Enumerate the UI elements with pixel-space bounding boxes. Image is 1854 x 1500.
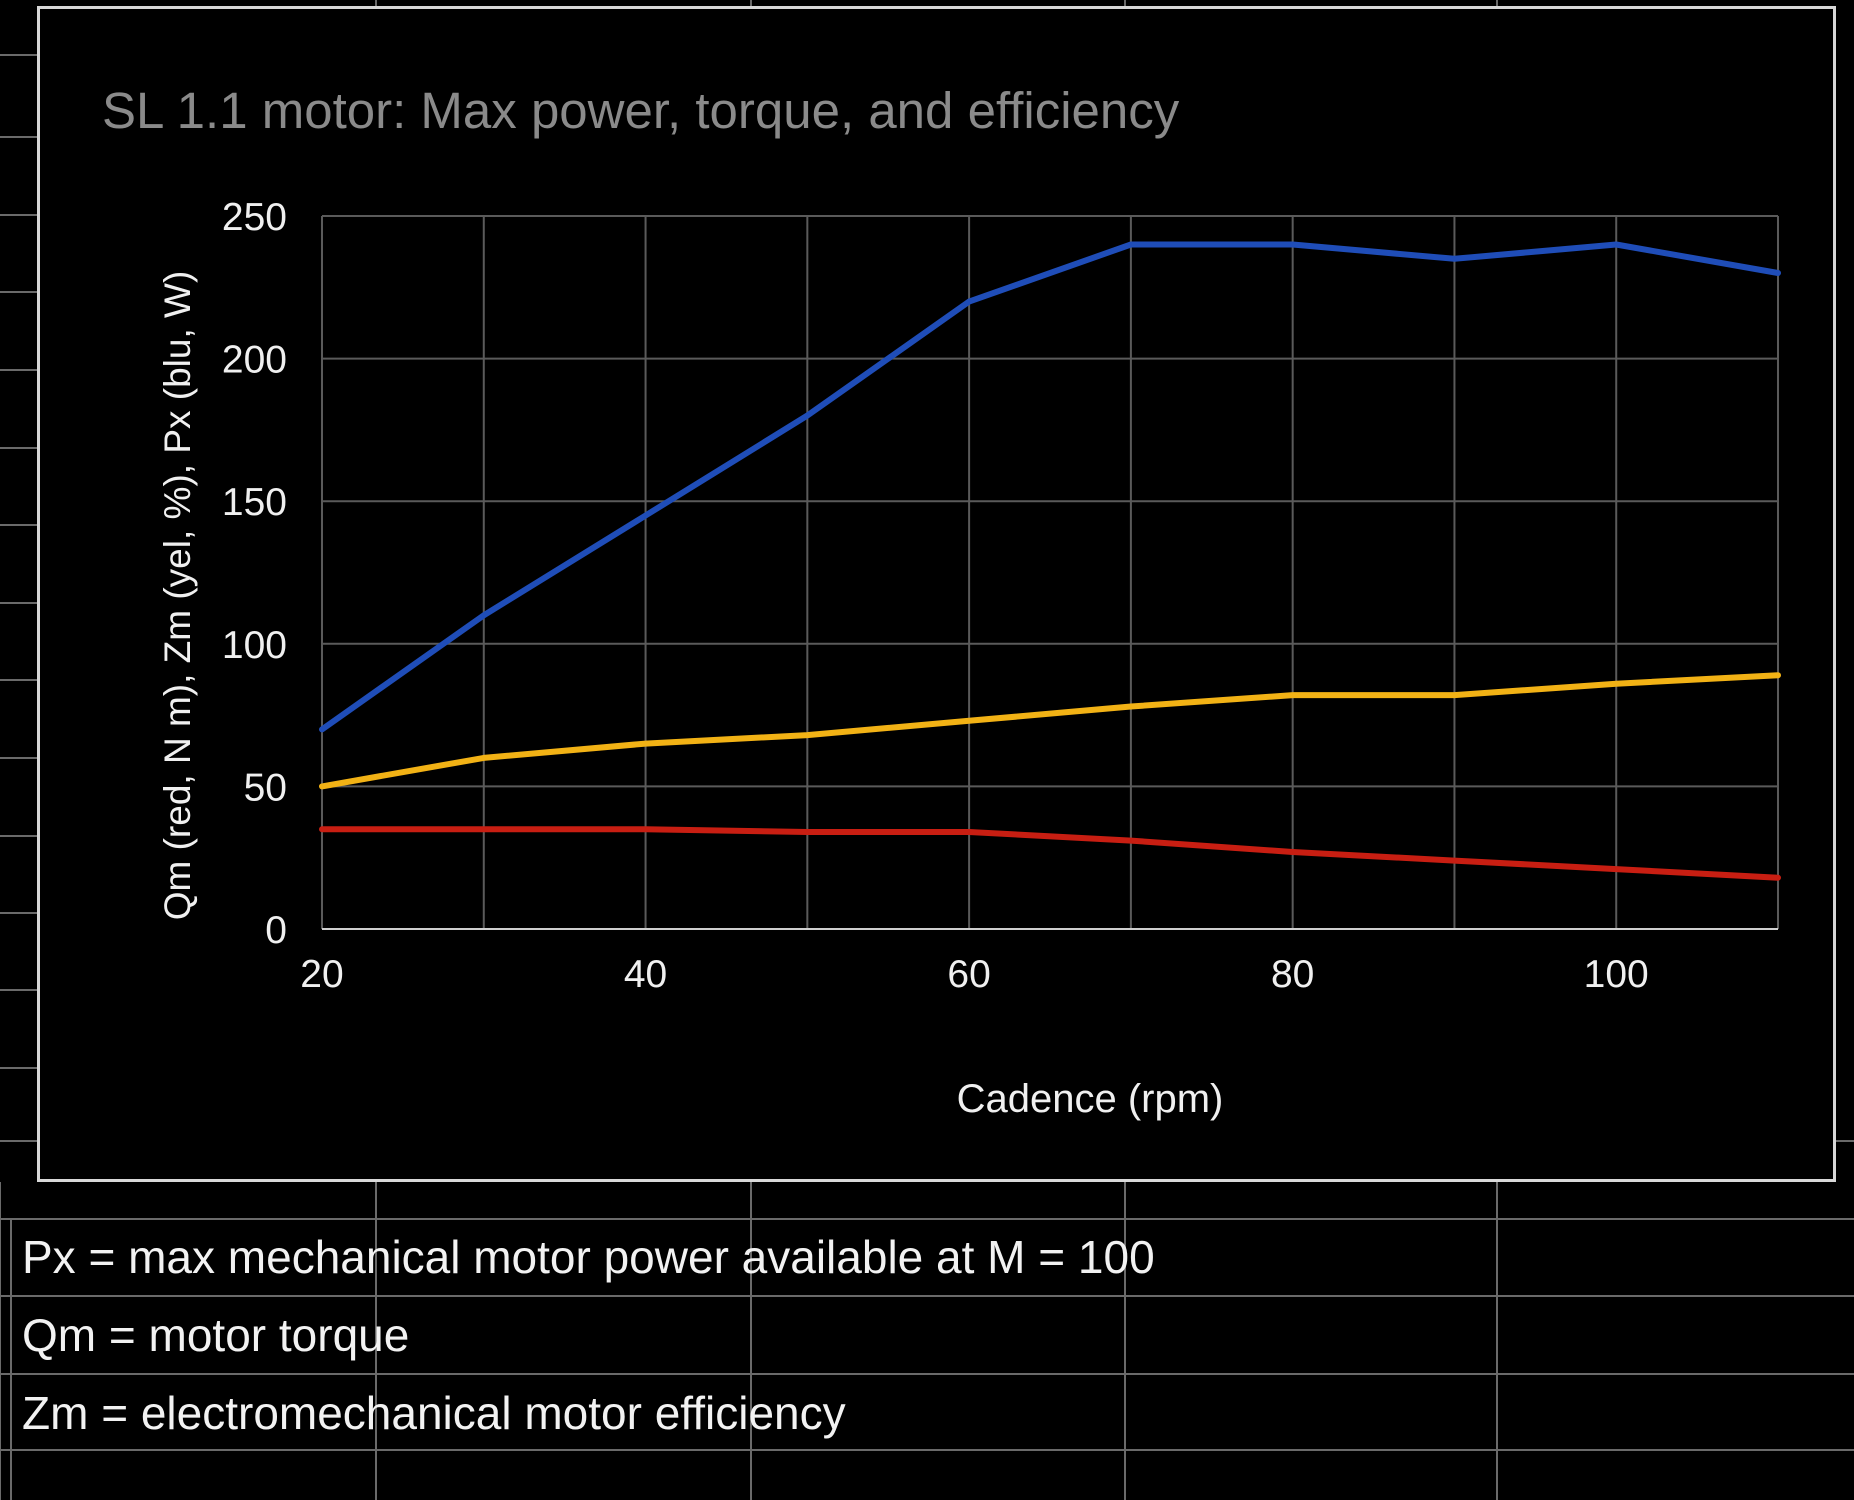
x-axis-label: Cadence (rpm): [957, 1077, 1224, 1121]
x-tick-label: 60: [947, 953, 990, 996]
y-tick-label: 100: [222, 624, 287, 667]
chart-container[interactable]: SL 1.1 motor: Max power, torque, and eff…: [37, 6, 1836, 1182]
note-qm-definition[interactable]: Qm = motor torque: [22, 1309, 410, 1361]
line-chart: 0 50 100 150 200 250 20 40 60 80 100 Cadence (rpm) Q…: [157, 196, 1781, 1121]
y-tick-label: 0: [265, 909, 287, 952]
y-axis-label: Qm (red, N m), Zm (yel, %), Px (blu, W): [157, 271, 198, 921]
series-line-2: [319, 826, 1781, 881]
x-tick-label: 100: [1584, 953, 1649, 996]
x-tick-label: 40: [624, 953, 667, 996]
note-px-definition[interactable]: Px = max mechanical motor power availabl…: [22, 1231, 1155, 1283]
chart-title: SL 1.1 motor: Max power, torque, and eff…: [102, 82, 1180, 139]
y-tick-label: 200: [222, 339, 287, 382]
note-zm-definition[interactable]: Zm = electromechanical motor efficiency: [22, 1387, 846, 1439]
y-tick-label: 250: [222, 196, 287, 239]
series-line-0: [319, 241, 1781, 733]
x-tick-label: 20: [300, 953, 343, 996]
x-tick-label: 80: [1271, 953, 1314, 996]
y-tick-label: 150: [222, 481, 287, 524]
y-tick-label: 50: [244, 766, 287, 809]
series-line-1: [319, 672, 1781, 790]
